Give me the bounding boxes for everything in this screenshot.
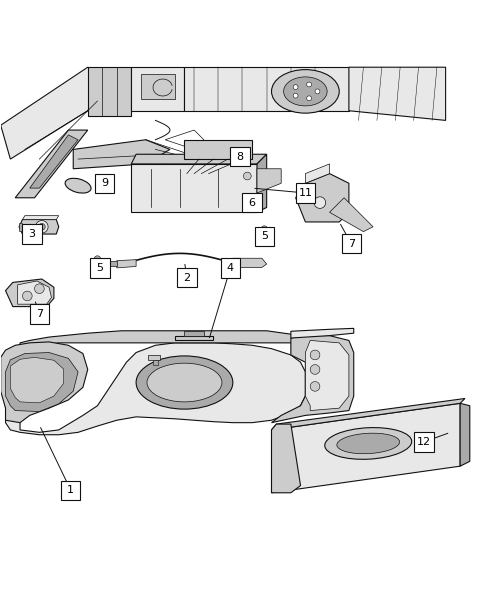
Circle shape <box>34 284 44 293</box>
FancyBboxPatch shape <box>90 258 109 277</box>
Polygon shape <box>0 342 88 423</box>
Polygon shape <box>290 328 353 338</box>
Ellipse shape <box>271 70 338 113</box>
FancyBboxPatch shape <box>413 432 433 452</box>
Polygon shape <box>5 353 78 412</box>
Polygon shape <box>174 336 213 340</box>
Text: 9: 9 <box>101 178 108 188</box>
Text: 6: 6 <box>248 198 255 207</box>
Polygon shape <box>271 336 353 423</box>
Circle shape <box>260 226 267 233</box>
Circle shape <box>310 382 319 391</box>
Text: 3: 3 <box>29 229 35 239</box>
Polygon shape <box>271 399 464 430</box>
Circle shape <box>292 93 297 98</box>
Ellipse shape <box>147 363 222 402</box>
Text: 11: 11 <box>298 188 312 198</box>
Polygon shape <box>184 67 348 111</box>
Polygon shape <box>148 355 160 360</box>
FancyBboxPatch shape <box>177 268 196 287</box>
Polygon shape <box>271 424 300 493</box>
Polygon shape <box>19 220 59 234</box>
Polygon shape <box>10 358 63 403</box>
Polygon shape <box>348 67 445 120</box>
Polygon shape <box>305 164 329 183</box>
Polygon shape <box>131 67 184 111</box>
FancyBboxPatch shape <box>230 147 249 166</box>
FancyBboxPatch shape <box>61 481 80 500</box>
Polygon shape <box>88 67 131 115</box>
Polygon shape <box>153 360 158 365</box>
FancyBboxPatch shape <box>22 224 42 244</box>
Polygon shape <box>257 154 266 212</box>
Text: 7: 7 <box>36 309 43 319</box>
Polygon shape <box>295 174 348 222</box>
FancyBboxPatch shape <box>295 183 315 203</box>
Polygon shape <box>459 403 469 466</box>
Polygon shape <box>15 130 88 198</box>
Circle shape <box>38 223 45 230</box>
Polygon shape <box>0 67 107 159</box>
FancyBboxPatch shape <box>220 258 240 277</box>
Polygon shape <box>22 216 59 220</box>
Circle shape <box>243 172 251 180</box>
Polygon shape <box>73 140 169 169</box>
Ellipse shape <box>336 433 399 454</box>
Text: 8: 8 <box>236 152 243 161</box>
Text: 7: 7 <box>347 239 354 249</box>
Polygon shape <box>184 331 203 336</box>
Ellipse shape <box>136 356 232 409</box>
Text: 4: 4 <box>227 263 233 273</box>
Polygon shape <box>329 198 372 231</box>
Circle shape <box>310 365 319 374</box>
Circle shape <box>306 96 311 101</box>
Circle shape <box>292 85 297 90</box>
Polygon shape <box>19 223 22 231</box>
Polygon shape <box>17 281 51 304</box>
Circle shape <box>306 82 311 87</box>
FancyBboxPatch shape <box>95 174 114 193</box>
Polygon shape <box>184 140 252 159</box>
Text: 2: 2 <box>183 273 190 283</box>
Polygon shape <box>97 261 117 266</box>
Polygon shape <box>20 331 305 348</box>
Circle shape <box>314 197 325 209</box>
FancyBboxPatch shape <box>242 193 261 212</box>
Text: 1: 1 <box>67 485 74 495</box>
Ellipse shape <box>324 428 411 459</box>
Text: 12: 12 <box>416 437 430 447</box>
Polygon shape <box>131 164 257 212</box>
Circle shape <box>22 291 32 301</box>
Circle shape <box>94 256 101 263</box>
Polygon shape <box>5 279 54 307</box>
Text: 5: 5 <box>260 231 267 241</box>
Ellipse shape <box>65 178 91 193</box>
Polygon shape <box>5 343 305 435</box>
Text: 5: 5 <box>96 263 103 273</box>
Circle shape <box>310 350 319 360</box>
Circle shape <box>243 196 251 204</box>
Polygon shape <box>141 74 174 98</box>
Circle shape <box>315 89 319 94</box>
FancyBboxPatch shape <box>341 234 360 253</box>
Circle shape <box>35 220 48 233</box>
Ellipse shape <box>283 77 326 106</box>
Polygon shape <box>30 135 78 188</box>
FancyBboxPatch shape <box>254 227 273 246</box>
Polygon shape <box>131 154 266 164</box>
FancyBboxPatch shape <box>30 304 49 323</box>
Polygon shape <box>227 258 266 267</box>
Polygon shape <box>271 403 459 493</box>
Polygon shape <box>257 169 281 193</box>
Polygon shape <box>305 340 348 411</box>
Polygon shape <box>117 260 136 268</box>
